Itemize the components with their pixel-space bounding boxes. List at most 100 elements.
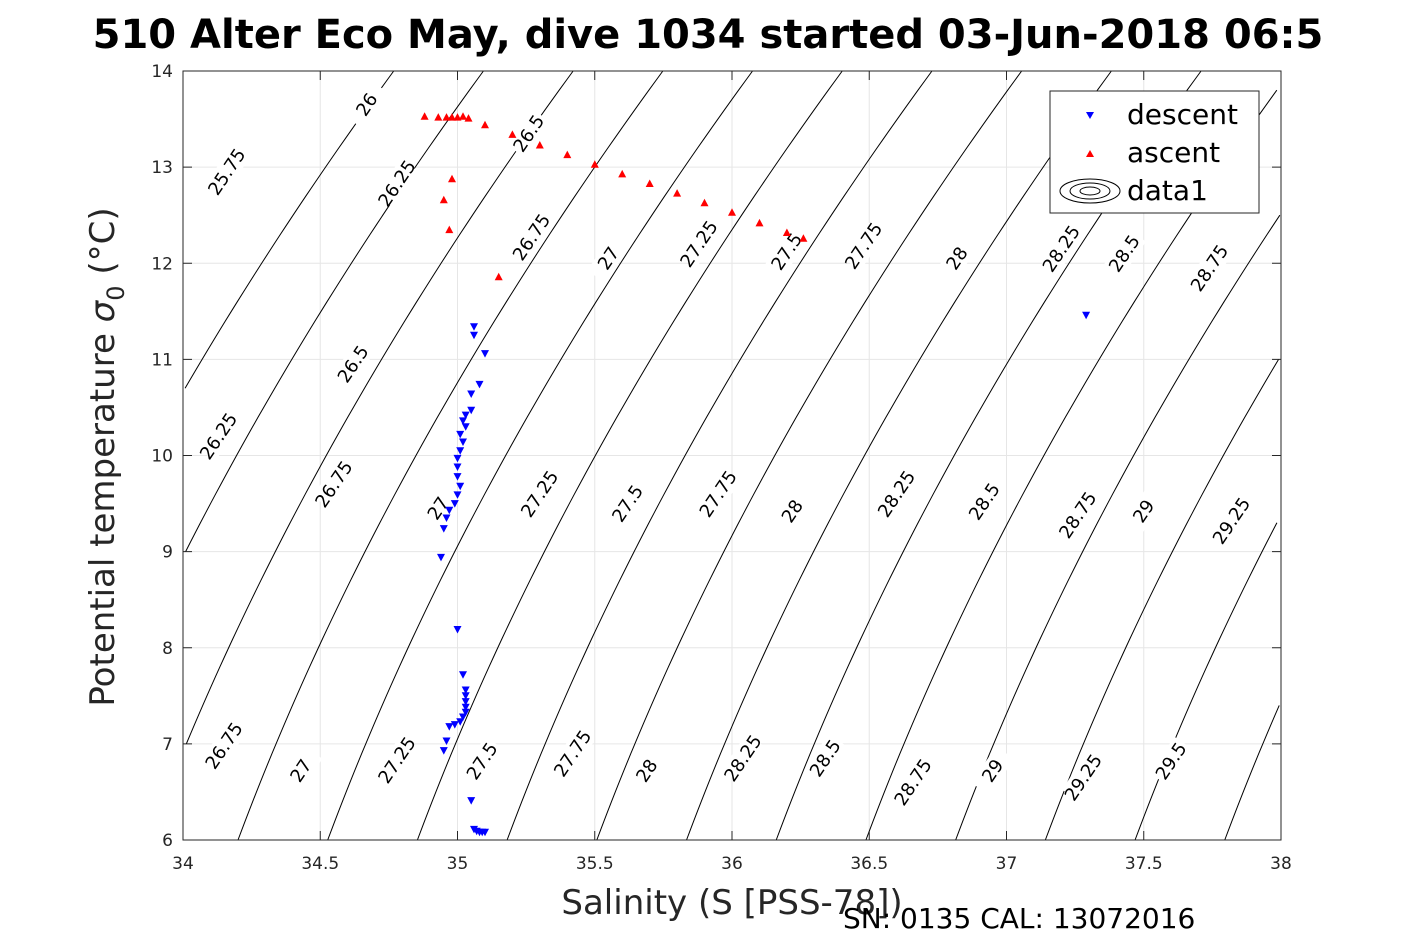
ascent-point [563,150,572,159]
x-tick-label: 36.5 [850,854,888,874]
legend-label-descent: descent [1127,98,1238,131]
density-isoline-28-75 [1044,359,1280,841]
contour-label-background [416,484,460,533]
contour-label-background [971,746,1015,796]
density-isoline-29 [1134,522,1278,841]
descent-point [453,463,462,471]
contour-label: 29.25 [1061,751,1107,805]
descent-point [461,692,470,700]
contour-label-text: 28.25 [720,731,766,785]
data-points [420,112,1091,837]
contour-label-background [721,733,765,783]
contour-label-background [765,227,809,277]
contour-label: 27.25 [517,467,563,521]
contour-label: 28 [770,486,814,536]
contour-label-background [1061,753,1105,802]
ascent-point [442,113,451,121]
y-tick-label: 11 [151,350,173,370]
contour-label-background [279,746,323,796]
contour-label-background [331,339,375,389]
contour-label: 29 [971,746,1015,796]
contour-label-background [770,486,814,536]
ascent-point [508,130,517,138]
descent-point [461,686,470,694]
contour-label-background [1188,243,1232,293]
contour-label: 28.5 [1103,229,1146,278]
contour-label-background [551,729,595,778]
ascent-point [453,113,462,121]
contour-label-background [197,411,241,461]
descent-point [459,713,467,721]
descent-point [453,454,462,463]
descent-point [456,447,465,455]
contour-label-text: 28.25 [874,467,920,521]
contour-label-text: 25.75 [204,145,250,199]
axis-ticks: 34 34.5 35 35.5 36 36.5 37 37.5 38 6 7 8 9 10 11 12 13 14 [151,62,1291,874]
contour-label-background [202,721,246,771]
contour-label-text: 28.75 [891,755,937,809]
contour-label-text: 27.75 [696,467,742,521]
ascent-point [755,218,764,227]
ascent-point [590,160,599,168]
x-tick-label: 38 [1270,854,1292,874]
contour-label-text: 26.25 [374,157,420,211]
contour-label: 28.75 [891,755,937,809]
contour-label-background [1103,229,1146,278]
descent-point [442,514,451,522]
contour-label-background [677,219,721,269]
contour-label: 28 [625,746,669,796]
descent-point [481,350,489,358]
descent-point [459,671,467,679]
descent-point [442,737,451,745]
contour-label-text: 26.75 [311,457,357,511]
ascent-point [618,169,627,178]
contour-label: 28.25 [874,467,920,521]
ascent-point [799,234,808,242]
descent-point [459,438,467,446]
legend-marker-data1-contour-icon [1059,178,1121,204]
legend-marker-ascent [1086,150,1094,157]
x-tick-label: 36 [721,854,743,874]
x-tick-label: 37 [996,854,1018,874]
x-tick-label: 35 [447,854,469,874]
descent-point [461,411,470,420]
contour-label: 27 [416,484,460,533]
ascent-point [445,225,454,234]
contour-label: 29 [1122,486,1166,536]
contour-label-background [606,479,650,528]
contour-label-text: 29.25 [1061,751,1107,805]
contour-label-background [587,234,630,283]
y-tick-label: 8 [162,639,173,659]
contour-label: 28.5 [803,733,847,783]
contour-label-background [963,477,1006,526]
y-axis-label-unit: (°C) [83,207,123,274]
ascent-point [645,179,654,187]
descent-point [456,430,465,439]
contour-label-text: 27.25 [517,467,563,521]
contour-label-background [460,736,504,786]
density-isoline-27-5 [596,70,1023,841]
contour-label-background [891,757,935,807]
density-isoline-27-25 [506,70,933,841]
density-isoline-28-25 [865,89,1278,841]
contour-label-text: 29.25 [1209,494,1255,548]
contour-label-text: 28.75 [1187,241,1233,295]
ascent-point [459,112,467,120]
ascent-point [439,195,448,204]
descent-point [437,553,445,562]
legend-marker-descent [1086,112,1094,119]
descent-point [439,525,448,533]
contour-label-background [518,469,562,519]
contour-label-background [935,234,979,283]
descent-point [467,797,476,805]
contour-label-background [375,735,419,785]
x-tick-label: 34.5 [301,854,339,874]
contour-label: 27.5 [606,479,650,528]
ascent-point [434,113,443,121]
ascent-point [448,174,456,183]
density-isoline-26-75 [327,70,753,841]
y-axis-label-text: Potential temperature [83,333,123,706]
y-tick-label: 14 [151,62,173,82]
contour-label-background [1056,490,1100,540]
